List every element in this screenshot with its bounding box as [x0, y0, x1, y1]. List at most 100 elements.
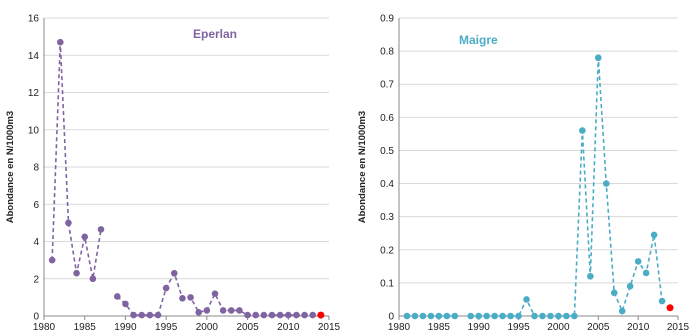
data-point: [122, 300, 129, 308]
y-tick-label: 0.3: [380, 212, 394, 223]
data-point: [610, 289, 618, 297]
data-point: [443, 312, 451, 320]
data-point: [515, 312, 522, 320]
x-tick-label: 1990: [468, 322, 491, 333]
x-tick-label: 1990: [114, 322, 137, 333]
x-tick-label: 1980: [33, 322, 56, 333]
series-line: [470, 57, 663, 317]
data-point: [594, 54, 602, 62]
y-tick-label: 0.1: [380, 278, 394, 289]
x-tick-label: 1995: [155, 322, 178, 333]
data-point: [244, 311, 251, 319]
x-tick-label: 2005: [587, 322, 610, 333]
eperlan-chart: 0 2 4 6 8 10 12 14 16 1980 1985 1990 1995 2000 2005 201…: [5, 14, 341, 333]
data-point: [73, 269, 80, 277]
data-point: [162, 284, 170, 292]
y-tick-label: 10: [28, 125, 40, 136]
y-tick-label: 6: [33, 200, 39, 211]
y-tick-label: 8: [33, 163, 39, 174]
x-tick-label: 2015: [318, 322, 341, 333]
data-point: [642, 269, 650, 277]
y-tick-label: 0.7: [380, 80, 394, 91]
data-point: [411, 312, 419, 320]
data-point: [563, 312, 570, 320]
x-tick-label: 2010: [277, 322, 300, 333]
data-point: [587, 272, 594, 280]
data-point: [309, 311, 317, 319]
data-point: [650, 231, 658, 239]
x-tick-label: 2010: [627, 322, 650, 333]
highlight-point: [317, 311, 325, 319]
chart-title: Maigre: [459, 33, 498, 47]
data-point: [130, 311, 137, 319]
data-point: [227, 307, 235, 314]
data-point: [658, 297, 666, 305]
y-tick-label: 16: [28, 14, 40, 25]
data-point: [154, 311, 162, 319]
data-point: [219, 307, 227, 314]
data-point: [211, 290, 219, 297]
data-point: [187, 294, 194, 301]
y-tick-label: 0.4: [380, 179, 394, 190]
data-point: [146, 311, 154, 319]
data-point: [97, 226, 105, 233]
maigre-chart: 0 0.1 0.2 0.3 0.4 0.5 0.6 0.7 0.8 0.9 1980 1985 1990…: [357, 14, 690, 333]
data-point: [634, 258, 642, 265]
y-tick-label: 2: [33, 274, 39, 285]
x-tick-label: 2000: [547, 322, 570, 333]
data-point: [531, 312, 538, 320]
data-point: [276, 311, 284, 319]
x-tick-label: 1995: [507, 322, 530, 333]
data-point: [236, 307, 243, 314]
y-tick-label: 0.5: [380, 146, 394, 157]
data-point: [547, 312, 554, 320]
data-point: [284, 311, 292, 319]
x-tick-label: 2000: [196, 322, 219, 333]
data-point: [268, 311, 276, 319]
data-point: [555, 312, 562, 320]
data-point: [65, 219, 72, 227]
y-tick-label: 0.2: [380, 245, 394, 256]
data-point: [170, 269, 178, 277]
data-point: [435, 312, 443, 320]
y-tick-label: 4: [33, 237, 39, 248]
series-line: [51, 42, 102, 279]
y-tick-label: 0.8: [380, 47, 394, 58]
data-point: [89, 275, 97, 283]
data-point: [475, 312, 483, 320]
data-point: [113, 293, 121, 300]
data-point: [491, 312, 498, 320]
data-point: [56, 38, 64, 46]
data-point: [203, 307, 211, 314]
data-point: [507, 312, 514, 320]
y-tick-label: 0: [33, 312, 39, 323]
data-point: [195, 308, 203, 316]
data-point: [579, 127, 586, 134]
y-axis-label: Abondance en N/1000m3: [357, 111, 368, 223]
y-tick-label: 0.9: [380, 14, 394, 25]
data-point: [427, 312, 435, 320]
data-point: [48, 256, 56, 264]
data-point: [523, 296, 530, 303]
x-tick-label: 1980: [388, 322, 411, 333]
data-point: [483, 312, 490, 320]
data-point: [301, 311, 308, 319]
y-tick-label: 14: [28, 51, 40, 62]
data-point: [81, 233, 89, 241]
data-point: [571, 312, 578, 320]
x-tick-label: 1985: [428, 322, 451, 333]
data-point: [260, 311, 268, 319]
y-tick-label: 0: [388, 312, 394, 323]
data-point: [539, 312, 546, 320]
data-point: [499, 312, 506, 320]
chart-title: Eperlan: [193, 27, 237, 41]
data-point: [419, 312, 427, 320]
y-tick-label: 12: [28, 88, 40, 99]
data-point: [467, 312, 475, 320]
x-tick-label: 1985: [74, 322, 97, 333]
data-point: [293, 311, 300, 319]
data-point: [618, 307, 626, 315]
data-point: [626, 282, 634, 290]
data-point: [252, 311, 260, 319]
